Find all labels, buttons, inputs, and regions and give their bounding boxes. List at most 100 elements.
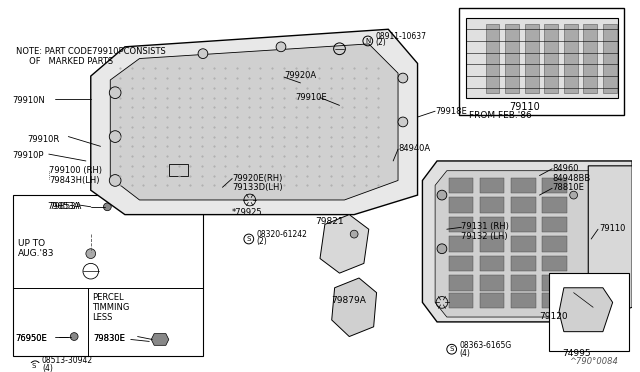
Circle shape <box>276 42 286 52</box>
Text: ^790°0084: ^790°0084 <box>569 357 618 366</box>
Text: 79132 (LH): 79132 (LH) <box>461 232 508 241</box>
Bar <box>458 8 625 115</box>
Text: N: N <box>365 38 371 44</box>
Polygon shape <box>543 197 567 213</box>
Text: 79910N: 79910N <box>13 96 45 105</box>
Bar <box>13 195 203 356</box>
Polygon shape <box>511 197 536 213</box>
Polygon shape <box>449 177 473 193</box>
Polygon shape <box>332 278 376 337</box>
Circle shape <box>398 117 408 127</box>
Polygon shape <box>525 25 538 93</box>
Polygon shape <box>449 293 473 308</box>
Polygon shape <box>543 256 567 271</box>
Text: 79879A: 79879A <box>332 296 367 305</box>
Polygon shape <box>511 256 536 271</box>
Text: 08320-61242: 08320-61242 <box>257 230 307 238</box>
Polygon shape <box>543 177 567 193</box>
Text: 79853A: 79853A <box>49 202 81 211</box>
Polygon shape <box>449 275 473 291</box>
Polygon shape <box>480 275 504 291</box>
Polygon shape <box>511 177 536 193</box>
Polygon shape <box>543 275 567 291</box>
Polygon shape <box>91 29 417 215</box>
Polygon shape <box>511 217 536 232</box>
Polygon shape <box>545 25 558 93</box>
Text: 84940A: 84940A <box>398 144 430 153</box>
Text: 79830E: 79830E <box>93 334 125 343</box>
Polygon shape <box>151 334 169 345</box>
Polygon shape <box>511 275 536 291</box>
Polygon shape <box>449 236 473 252</box>
Text: UP TO
AUG.'83: UP TO AUG.'83 <box>18 239 54 259</box>
Circle shape <box>350 230 358 238</box>
Circle shape <box>198 49 208 58</box>
Text: (4): (4) <box>42 364 53 372</box>
Polygon shape <box>506 25 519 93</box>
Circle shape <box>398 73 408 83</box>
Text: 79110: 79110 <box>600 224 626 233</box>
Text: NOTE: PART CODE79910PCONSISTS: NOTE: PART CODE79910PCONSISTS <box>15 47 165 56</box>
Text: 799100 (RH): 799100 (RH) <box>49 166 102 175</box>
Polygon shape <box>467 17 618 97</box>
Text: OF   MARKED PARTS: OF MARKED PARTS <box>15 57 113 65</box>
Bar <box>549 273 629 351</box>
Text: 79821: 79821 <box>315 217 344 225</box>
Polygon shape <box>486 25 499 93</box>
Text: 79843H(LH): 79843H(LH) <box>49 176 99 185</box>
Polygon shape <box>603 25 616 93</box>
Polygon shape <box>511 293 536 308</box>
Circle shape <box>570 191 577 199</box>
Text: FROM FEB.'86: FROM FEB.'86 <box>469 111 532 120</box>
Polygon shape <box>449 256 473 271</box>
Text: 79920E(RH): 79920E(RH) <box>232 174 283 183</box>
Text: S: S <box>32 363 36 369</box>
Polygon shape <box>480 293 504 308</box>
Text: 79131 (RH): 79131 (RH) <box>461 222 509 231</box>
Polygon shape <box>584 25 597 93</box>
Polygon shape <box>588 166 632 322</box>
Text: 79910E: 79910E <box>296 93 327 102</box>
Text: S: S <box>449 346 454 352</box>
Polygon shape <box>543 236 567 252</box>
Text: (4): (4) <box>460 349 470 357</box>
Polygon shape <box>449 217 473 232</box>
Text: 08363-6165G: 08363-6165G <box>460 341 512 350</box>
Polygon shape <box>449 197 473 213</box>
Text: 79853A: 79853A <box>47 202 79 211</box>
Text: 79133D(LH): 79133D(LH) <box>232 183 283 192</box>
Text: 79120: 79120 <box>540 312 568 321</box>
Circle shape <box>109 174 121 186</box>
Text: (2): (2) <box>257 237 268 246</box>
Polygon shape <box>320 215 369 273</box>
Polygon shape <box>480 236 504 252</box>
Text: 79918E: 79918E <box>435 107 467 116</box>
Polygon shape <box>480 177 504 193</box>
Text: 78810E: 78810E <box>552 183 584 192</box>
Text: PERCEL
TIMMING
LESS: PERCEL TIMMING LESS <box>92 293 129 323</box>
Circle shape <box>104 203 111 211</box>
Text: 84948BB: 84948BB <box>552 174 591 183</box>
Text: (2): (2) <box>376 38 387 47</box>
Circle shape <box>86 249 95 259</box>
Polygon shape <box>480 197 504 213</box>
Text: 79910P: 79910P <box>13 151 44 160</box>
Text: 79830E: 79830E <box>93 334 125 343</box>
Circle shape <box>437 244 447 254</box>
Polygon shape <box>564 25 577 93</box>
Text: 76950E: 76950E <box>15 334 47 343</box>
Text: S: S <box>246 236 251 242</box>
Text: 76950E: 76950E <box>15 334 47 343</box>
Polygon shape <box>480 217 504 232</box>
Polygon shape <box>511 236 536 252</box>
Polygon shape <box>435 171 618 317</box>
Polygon shape <box>110 44 398 200</box>
Polygon shape <box>543 217 567 232</box>
Text: 08911-10637: 08911-10637 <box>376 32 427 41</box>
Polygon shape <box>559 288 612 332</box>
Text: 08513-30942: 08513-30942 <box>42 356 93 365</box>
Polygon shape <box>422 161 632 322</box>
Circle shape <box>437 190 447 200</box>
Text: 84960: 84960 <box>552 164 579 173</box>
Circle shape <box>70 333 78 340</box>
